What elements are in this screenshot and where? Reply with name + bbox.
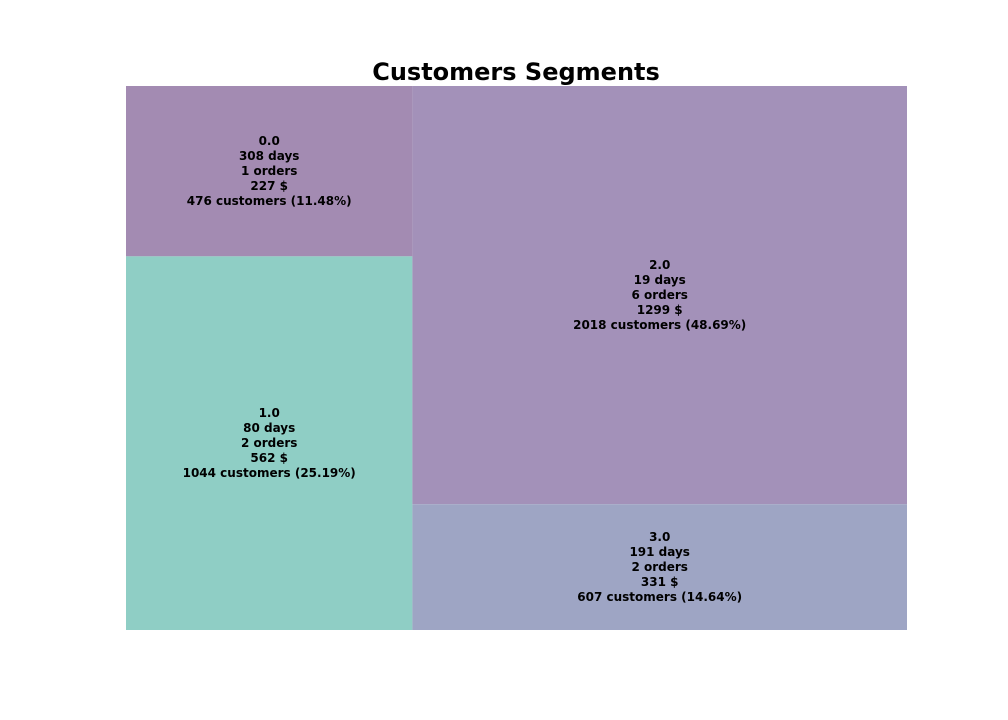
segment-label-orders: 2 orders <box>241 436 297 450</box>
segment-label-customers-label: 1044 customers (25.19%) <box>183 466 356 480</box>
segment-label-monetary: 331 $ <box>641 575 679 589</box>
segment-label-recency-days: 191 days <box>629 545 690 559</box>
segment-label-name: 1.0 <box>259 406 280 420</box>
segment-label-recency-days: 308 days <box>239 149 300 163</box>
segment-tile-3-0 <box>412 504 907 630</box>
segment-tile-0-0 <box>126 86 413 257</box>
segment-tile-2-0 <box>412 86 907 505</box>
segment-label-customers-label: 607 customers (14.64%) <box>577 590 742 604</box>
segment-label-orders: 6 orders <box>631 288 687 302</box>
segment-label-name: 0.0 <box>259 134 280 148</box>
segment-label-customers-label: 2018 customers (48.69%) <box>573 318 746 332</box>
segment-label-orders: 1 orders <box>241 164 297 178</box>
chart-title: Customers Segments <box>372 58 660 86</box>
segment-tile-1-0 <box>126 256 413 630</box>
segment-label-monetary: 1299 $ <box>637 303 683 317</box>
segment-label-customers-label: 476 customers (11.48%) <box>187 194 352 208</box>
segment-label-recency-days: 80 days <box>243 421 295 435</box>
segment-label-monetary: 562 $ <box>250 451 288 465</box>
segment-label-name: 3.0 <box>649 530 670 544</box>
segment-label-name: 2.0 <box>649 258 670 272</box>
segment-label-monetary: 227 $ <box>250 179 288 193</box>
segment-label-recency-days: 19 days <box>634 273 686 287</box>
segment-label-orders: 2 orders <box>631 560 687 574</box>
